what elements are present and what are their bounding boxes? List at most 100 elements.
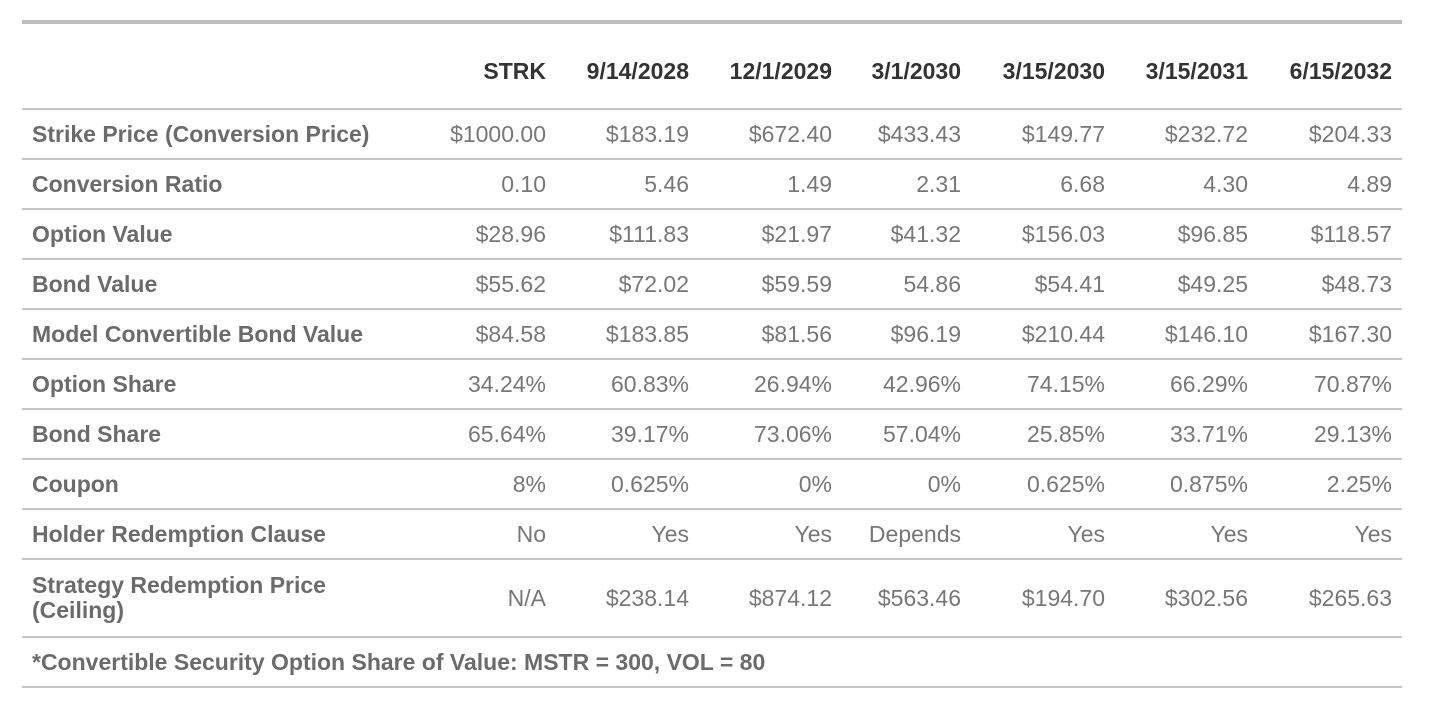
row-label: Bond Value: [22, 259, 420, 310]
cell: 42.96%: [842, 359, 971, 410]
table-row: Model Convertible Bond Value $84.58 $183.8…: [22, 309, 1402, 360]
cell: 2.25%: [1258, 459, 1402, 510]
row-label: Option Share: [22, 359, 420, 410]
cell: 54.86: [842, 259, 971, 310]
cell: 0%: [842, 459, 971, 510]
cell: $183.85: [556, 309, 699, 360]
cell: $232.72: [1115, 109, 1258, 160]
cell: $672.40: [699, 109, 842, 160]
column-header: 9/14/2028: [556, 24, 699, 110]
row-label: Holder Redemption Clause: [22, 509, 420, 560]
cell: 60.83%: [556, 359, 699, 410]
cell: Yes: [971, 509, 1115, 560]
cell: Depends: [842, 509, 971, 560]
row-label: Strike Price (Conversion Price): [22, 109, 420, 160]
table-row: Conversion Ratio 0.10 5.46 1.49 2.31 6.68 4.30…: [22, 159, 1402, 210]
footnote-row: *Convertible Security Option Share of Va…: [22, 637, 1402, 688]
cell: Yes: [1258, 509, 1402, 560]
cell: Yes: [699, 509, 842, 560]
cell: $204.33: [1258, 109, 1402, 160]
cell: 0.10: [420, 159, 556, 210]
table-row: Holder Redemption Clause No Yes Yes Depends Y…: [22, 509, 1402, 560]
cell: N/A: [420, 559, 556, 638]
row-label: Bond Share: [22, 409, 420, 460]
column-header: 12/1/2029: [699, 24, 842, 110]
top-rule: [22, 20, 1402, 24]
table-row: Strategy Redemption Price (Ceiling) N/A $2…: [22, 559, 1402, 638]
cell: 1.49: [699, 159, 842, 210]
cell: $111.83: [556, 209, 699, 260]
cell: 70.87%: [1258, 359, 1402, 410]
cell: 4.89: [1258, 159, 1402, 210]
cell: $874.12: [699, 559, 842, 638]
footnote: *Convertible Security Option Share of Va…: [22, 637, 1402, 688]
cell: 4.30: [1115, 159, 1258, 210]
cell: 0.875%: [1115, 459, 1258, 510]
cell: $96.85: [1115, 209, 1258, 260]
cell: 8%: [420, 459, 556, 510]
column-header: 6/15/2032: [1258, 24, 1402, 110]
cell: $183.19: [556, 109, 699, 160]
cell: 65.64%: [420, 409, 556, 460]
header-blank: [22, 24, 420, 110]
column-header: 3/15/2030: [971, 24, 1115, 110]
cell: 0.625%: [556, 459, 699, 510]
cell: 26.94%: [699, 359, 842, 410]
cell: $1000.00: [420, 109, 556, 160]
cell: 6.68: [971, 159, 1115, 210]
row-label: Option Value: [22, 209, 420, 260]
cell: 0%: [699, 459, 842, 510]
cell: $55.62: [420, 259, 556, 310]
cell: $59.59: [699, 259, 842, 310]
cell: 39.17%: [556, 409, 699, 460]
cell: Yes: [556, 509, 699, 560]
table-row: Coupon 8% 0.625% 0% 0% 0.625% 0.875% 2.25%: [22, 459, 1402, 510]
row-label: Coupon: [22, 459, 420, 510]
cell: 25.85%: [971, 409, 1115, 460]
cell: 57.04%: [842, 409, 971, 460]
header-row: STRK 9/14/2028 12/1/2029 3/1/2030 3/15/2030 3…: [22, 24, 1402, 110]
table-row: Option Share 34.24% 60.83% 26.94% 42.96% 74.1…: [22, 359, 1402, 410]
cell: $563.46: [842, 559, 971, 638]
cell: $302.56: [1115, 559, 1258, 638]
cell: $194.70: [971, 559, 1115, 638]
cell: 74.15%: [971, 359, 1115, 410]
cell: $21.97: [699, 209, 842, 260]
table-row: Bond Value $55.62 $72.02 $59.59 54.86 $54.41 $…: [22, 259, 1402, 310]
cell: 33.71%: [1115, 409, 1258, 460]
cell: $72.02: [556, 259, 699, 310]
column-header: STRK: [420, 24, 556, 110]
table-row: Bond Share 65.64% 39.17% 73.06% 57.04% 25.85%…: [22, 409, 1402, 460]
table-row: Option Value $28.96 $111.83 $21.97 $41.32 $15…: [22, 209, 1402, 260]
cell: 0.625%: [971, 459, 1115, 510]
cell: $48.73: [1258, 259, 1402, 310]
cell: 29.13%: [1258, 409, 1402, 460]
cell: $146.10: [1115, 309, 1258, 360]
cell: $84.58: [420, 309, 556, 360]
row-label: Strategy Redemption Price (Ceiling): [22, 559, 420, 638]
cell: $96.19: [842, 309, 971, 360]
cell: 34.24%: [420, 359, 556, 410]
row-label: Conversion Ratio: [22, 159, 420, 210]
cell: $238.14: [556, 559, 699, 638]
cell: $167.30: [1258, 309, 1402, 360]
cell: No: [420, 509, 556, 560]
cell: $81.56: [699, 309, 842, 360]
data-table: STRK 9/14/2028 12/1/2029 3/1/2030 3/15/2030 3…: [22, 24, 1402, 688]
cell: Yes: [1115, 509, 1258, 560]
cell: 66.29%: [1115, 359, 1258, 410]
cell: 2.31: [842, 159, 971, 210]
cell: $118.57: [1258, 209, 1402, 260]
table-row: Strike Price (Conversion Price) $1000.00 $…: [22, 109, 1402, 160]
cell: $210.44: [971, 309, 1115, 360]
column-header: 3/1/2030: [842, 24, 971, 110]
cell: $433.43: [842, 109, 971, 160]
cell: $49.25: [1115, 259, 1258, 310]
column-header: 3/15/2031: [1115, 24, 1258, 110]
cell: $41.32: [842, 209, 971, 260]
cell: 5.46: [556, 159, 699, 210]
cell: $28.96: [420, 209, 556, 260]
cell: 73.06%: [699, 409, 842, 460]
cell: $149.77: [971, 109, 1115, 160]
